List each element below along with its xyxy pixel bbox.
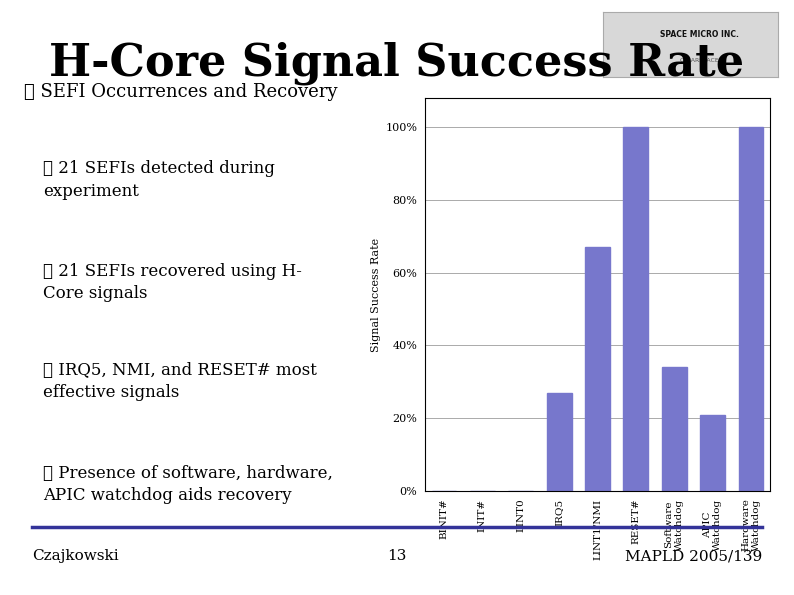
Text: ➢ SEFI Occurrences and Recovery: ➢ SEFI Occurrences and Recovery [24, 83, 337, 101]
Text: Czajkowski: Czajkowski [32, 549, 118, 563]
Text: ✔ IRQ5, NMI, and RESET# most
effective signals: ✔ IRQ5, NMI, and RESET# most effective s… [43, 362, 317, 401]
Text: CLEARSPACE: CLEARSPACE [680, 58, 719, 64]
Text: MAPLD 2005/139: MAPLD 2005/139 [625, 549, 762, 563]
Bar [546, 393, 572, 491]
Text: ✔ 21 SEFIs recovered using H-
Core signals: ✔ 21 SEFIs recovered using H- Core signa… [43, 263, 302, 302]
Bar [623, 127, 649, 491]
Text: ✔ 21 SEFIs detected during
experiment: ✔ 21 SEFIs detected during experiment [43, 161, 275, 199]
Text: 13: 13 [387, 549, 407, 563]
Bar [585, 248, 610, 491]
Text: ✔ Presence of software, hardware,
APIC watchdog aids recovery: ✔ Presence of software, hardware, APIC w… [43, 465, 333, 504]
Bar [700, 415, 725, 491]
Text: H-Core Signal Success Rate: H-Core Signal Success Rate [49, 42, 745, 85]
Bar [661, 367, 687, 491]
Text: SPACE MICRO INC.: SPACE MICRO INC. [660, 30, 739, 39]
Y-axis label: Signal Success Rate: Signal Success Rate [371, 237, 381, 352]
Bar [738, 127, 764, 491]
